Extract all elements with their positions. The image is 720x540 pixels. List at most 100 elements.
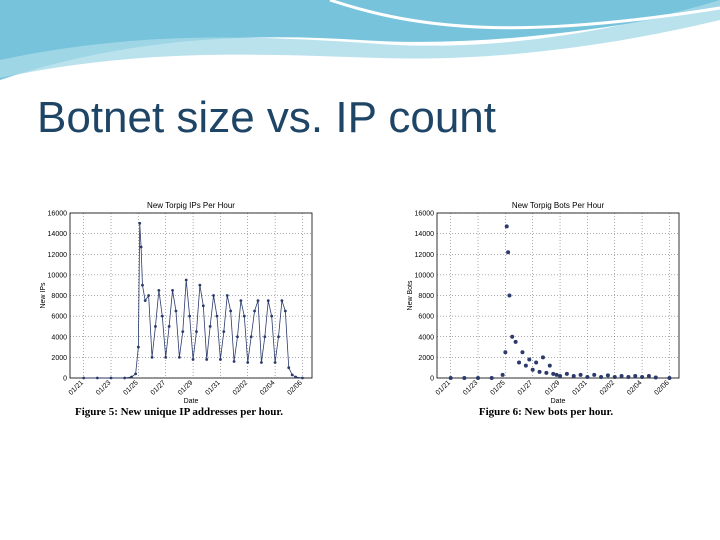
y-tick-label: 6000 [418,314,434,321]
data-point [239,299,243,303]
data-point [154,325,157,328]
data-point [195,330,198,333]
data-point [534,360,539,365]
data-point [130,375,133,379]
data-point [626,374,631,379]
data-point [198,283,202,287]
y-tick-label: 14000 [48,231,68,238]
data-point [523,363,528,368]
data-point [517,360,522,365]
series-line [83,223,303,379]
data-point [599,374,604,379]
data-point [229,309,233,313]
data-point [571,373,576,378]
data-point [510,334,515,339]
plot-frame [69,212,313,379]
data-point [554,372,559,377]
data-point [150,355,154,359]
y-tick-label: 12000 [415,252,435,259]
data-point [513,339,518,344]
decoration [329,0,720,30]
y-tick-label: 8000 [418,293,434,300]
y-tick-label: 0 [63,376,67,383]
data-point [256,299,260,303]
y-tick-label: 8000 [51,293,67,300]
y-tick-label: 16000 [415,211,435,218]
data-point [139,245,143,249]
data-point [605,373,610,378]
data-point [246,361,250,364]
data-point [283,309,287,313]
data-point [253,309,256,313]
data-point [171,288,174,292]
y-tick-label: 2000 [418,355,434,362]
y-tick-label: 10000 [48,272,68,279]
data-point [540,355,545,360]
data-point [181,330,185,333]
data-point [290,373,294,377]
caption: Figure 6: New bots per hour. [479,406,613,418]
data-point [619,373,624,378]
y-tick-label: 6000 [51,314,67,321]
data-point [277,335,280,339]
data-point [507,293,512,298]
data-point [201,304,205,308]
x-axis-label: Date [551,398,566,405]
data-point [585,374,590,379]
chart-title: New Torpig Bots Per Hour [512,201,605,210]
x-axis-label: Date [184,398,199,405]
data-point [160,314,164,318]
data-point [177,355,181,359]
data-point [544,370,549,375]
data-point [489,376,494,380]
data-point [506,250,511,255]
data-point [208,325,212,328]
data-point [592,372,597,377]
plot-frame [436,212,680,379]
data-point [249,335,253,339]
data-point [134,372,138,376]
data-point [503,350,508,355]
data-point [174,309,178,313]
data-point [167,325,171,328]
data-point [547,363,552,368]
figure-panel [37,198,321,422]
data-point [462,376,467,380]
data-point [109,376,113,380]
data-point [141,283,144,287]
data-point [215,314,219,318]
data-point [138,221,142,225]
data-point [222,330,226,333]
data-point [188,314,192,318]
data-point [504,224,509,229]
data-point [236,335,239,339]
data-point [537,369,542,374]
data-point [273,361,277,364]
data-point [205,358,209,361]
y-tick-label: 10000 [415,272,435,279]
chart-title: New Torpig IPs Per Hour [147,201,235,210]
data-point [527,357,532,362]
y-tick-label: 0 [430,376,434,383]
data-point [520,350,525,355]
data-point [500,372,505,377]
y-tick-label: 4000 [418,334,434,341]
data-point [232,360,236,363]
y-tick-label: 4000 [51,334,67,341]
data-point [653,375,658,380]
data-point [82,376,86,380]
data-point [260,361,263,364]
data-point [225,294,229,297]
data-point [578,372,583,377]
data-point [633,373,638,378]
data-point [301,376,304,380]
data-point [184,278,188,282]
data-point [143,299,147,303]
data-point [270,314,274,318]
y-tick-label: 2000 [51,355,67,362]
slide-title: Botnet size vs. IP count [37,93,496,142]
caption: Figure 5: New unique IP addresses per ho… [75,406,283,418]
figure-panel [403,198,687,422]
y-tick-label: 16000 [48,211,68,218]
